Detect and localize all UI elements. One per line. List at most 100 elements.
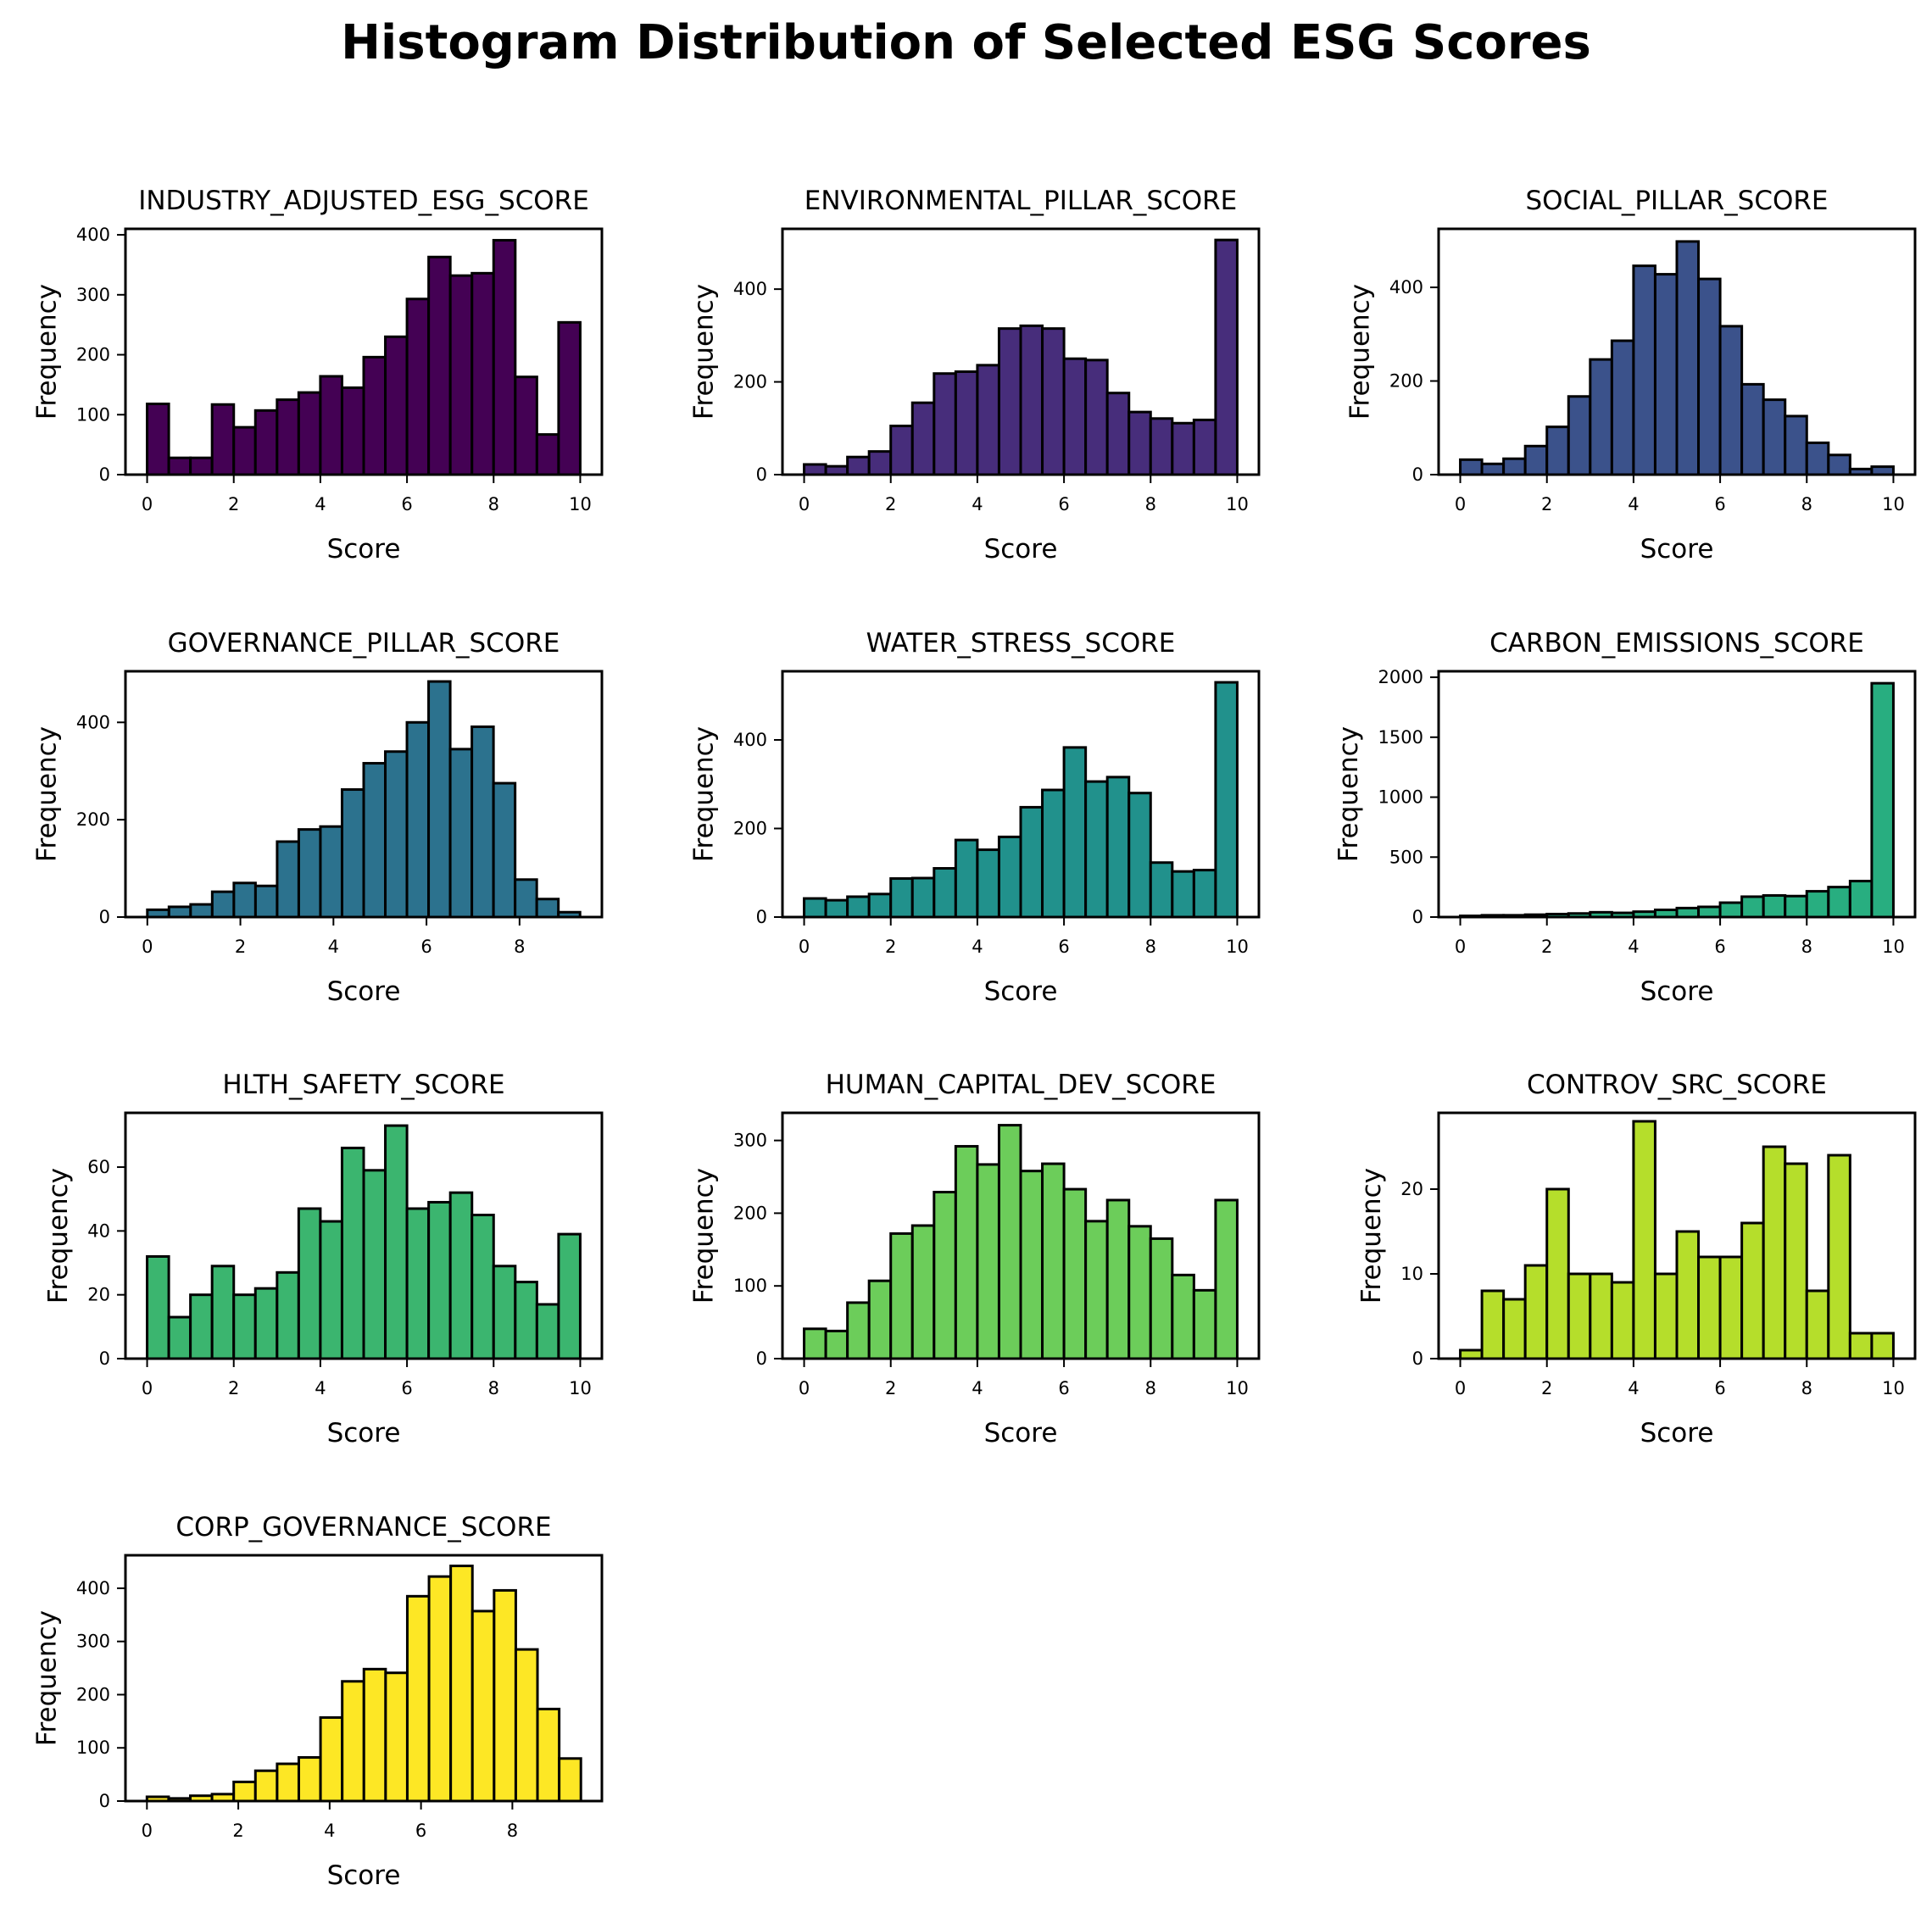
y-tick-label: 0 — [1412, 907, 1423, 927]
histogram-bar — [319, 1220, 343, 1360]
histogram-bar — [1762, 398, 1787, 476]
histogram-bar — [253, 409, 279, 476]
histogram-bar — [210, 403, 236, 476]
histogram-bar — [1127, 410, 1152, 476]
histogram-bar — [1105, 392, 1131, 476]
histogram-bar — [889, 1231, 914, 1360]
histogram-bar — [470, 1214, 495, 1360]
histogram-bar — [1589, 358, 1613, 476]
histogram-bar — [449, 1565, 474, 1803]
axes-frame — [781, 1111, 1261, 1360]
y-axis-label: Frequency — [689, 1168, 720, 1304]
x-tick-label: 4 — [1628, 494, 1639, 514]
histogram-bar — [1192, 869, 1217, 919]
histogram-bar — [362, 355, 387, 476]
histogram-bar — [470, 1610, 496, 1803]
histogram-bar — [1784, 1162, 1808, 1360]
y-axis-label: Frequency — [1345, 284, 1376, 420]
x-tick-label: 6 — [1058, 1378, 1069, 1398]
axes-frame — [1437, 670, 1917, 919]
x-tick-label: 6 — [1058, 494, 1069, 514]
y-tick-label: 0 — [99, 907, 110, 927]
histogram-bar — [276, 398, 300, 476]
histogram-bar — [492, 238, 517, 476]
histogram-bar — [846, 455, 871, 476]
x-tick-label: 6 — [415, 1821, 426, 1841]
subplot-title: HUMAN_CAPITAL_DEV_SCORE — [826, 1070, 1217, 1100]
y-tick-label: 10 — [1400, 1264, 1423, 1284]
histogram-bar — [1214, 1198, 1239, 1360]
histogram-bar — [470, 271, 495, 476]
histogram-bar — [889, 877, 914, 919]
histogram-bar — [340, 1146, 365, 1360]
x-tick-label: 6 — [401, 1378, 412, 1398]
histogram-bar — [1805, 890, 1830, 919]
histogram-panel: 0 2 4 6 8 100100200300HUMAN_CAPITAL_DEV_SCORE… — [689, 1070, 1261, 1448]
axes-frame — [124, 1111, 604, 1360]
y-tick-label: 200 — [733, 372, 767, 392]
x-tick-label: 2 — [235, 937, 246, 957]
histogram-bar — [1697, 905, 1722, 919]
histogram-bar — [535, 433, 560, 476]
histogram-bar — [1545, 425, 1570, 476]
x-axis-label: Score — [327, 1418, 401, 1448]
histogram-panel: 0 2 4 6 8 0 100 200 300 400 CORP_GOVERNANCE_SCORE S… — [32, 1512, 604, 1891]
histogram-bar — [1041, 788, 1066, 919]
axes-frame — [1437, 227, 1917, 476]
histogram-bar — [1567, 395, 1592, 476]
y-tick-label: 400 — [1389, 277, 1423, 297]
histogram-bar — [803, 463, 827, 476]
histogram-bar — [846, 1301, 871, 1360]
histogram-bar — [1827, 886, 1851, 919]
axes-frame — [124, 227, 604, 476]
histogram-bar — [210, 890, 236, 919]
histogram-bar — [340, 788, 365, 919]
y-tick-label: 400 — [76, 1578, 110, 1598]
histogram-bar — [1084, 780, 1109, 919]
y-tick-label: 1500 — [1378, 727, 1423, 748]
histogram-bar — [1105, 1198, 1131, 1360]
histogram-bar — [253, 884, 279, 919]
histogram-bar — [1848, 880, 1874, 919]
histogram-bar — [189, 456, 214, 476]
axes-frame — [124, 1554, 604, 1803]
histogram-bar — [492, 781, 517, 919]
axes-frame — [781, 670, 1261, 919]
y-tick-label: 60 — [87, 1157, 110, 1177]
histogram-bar — [846, 895, 871, 919]
histogram-bar — [1848, 1332, 1874, 1360]
y-tick-label: 1000 — [1378, 787, 1423, 808]
histogram-bar — [1632, 1120, 1656, 1360]
histogram-bar — [448, 274, 474, 476]
x-tick-label: 6 — [1058, 937, 1069, 957]
histogram-bar — [1171, 1273, 1195, 1360]
histogram-bar — [297, 391, 322, 476]
y-axis-label: Frequency — [43, 1168, 74, 1304]
histogram-bar — [1870, 1332, 1895, 1360]
histogram-panel: 0 2 4 6 8 10 0 200 400 ENVIRONMENTAL_PILLAR_SCORE… — [689, 186, 1261, 564]
x-tick-label: 10 — [1226, 494, 1249, 514]
histogram-bar — [405, 297, 431, 476]
x-axis-label: Score — [327, 534, 401, 564]
histogram-bar — [276, 840, 300, 919]
histogram-bar — [384, 1671, 409, 1803]
histogram-bar — [1740, 382, 1765, 476]
y-tick-label: 200 — [76, 1684, 110, 1704]
histogram-bar — [1718, 325, 1744, 476]
y-tick-label: 100 — [76, 404, 110, 425]
x-tick-label: 0 — [1455, 494, 1466, 514]
histogram-bar — [253, 1769, 279, 1803]
histogram-panel: 0 2 4 6 8 100100200300400INDUSTRY_ADJUSTED_ES… — [32, 186, 604, 564]
histogram-bar — [803, 1327, 827, 1360]
x-tick-label: 10 — [1226, 1378, 1249, 1398]
histogram-bar — [1171, 421, 1195, 476]
histogram-bar — [1653, 1272, 1679, 1360]
histogram-bar — [997, 835, 1022, 919]
histogram-bar — [1718, 1255, 1744, 1360]
histogram-bar — [954, 1144, 979, 1360]
x-axis-label: Score — [984, 534, 1058, 564]
x-tick-label: 0 — [142, 1821, 153, 1841]
histogram-bar — [867, 892, 893, 919]
y-tick-label: 0 — [756, 1348, 767, 1369]
y-tick-label: 200 — [1389, 371, 1423, 392]
